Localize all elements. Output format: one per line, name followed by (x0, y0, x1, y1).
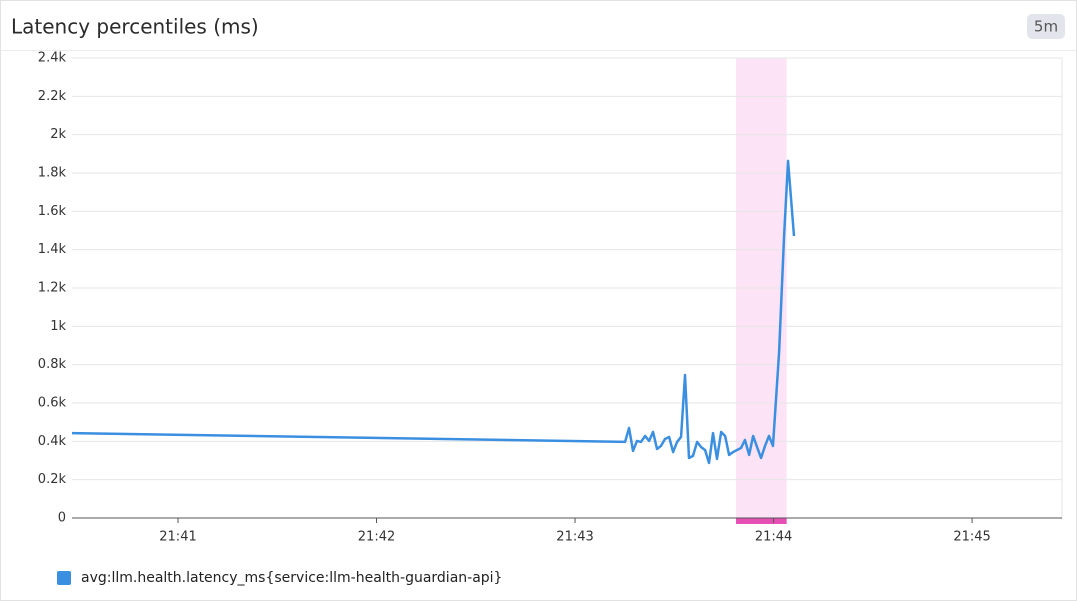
y-tick-label: 0.8k (38, 357, 67, 372)
chart-title: Latency percentiles (ms) (11, 15, 259, 39)
y-tick-label: 0 (58, 511, 66, 526)
y-tick-label: 2.2k (38, 89, 67, 104)
y-tick-label: 1k (50, 319, 66, 334)
y-tick-label: 2.4k (38, 51, 67, 66)
y-tick-label: 1.6k (38, 204, 67, 219)
x-tick-label: 21:42 (358, 530, 395, 545)
x-tick-label: 21:41 (159, 530, 196, 545)
y-tick-label: 1.2k (38, 281, 67, 296)
x-tick-label: 21:44 (755, 530, 792, 545)
y-tick-label: 1.4k (38, 242, 67, 257)
y-tick-label: 2k (50, 127, 66, 142)
time-range-badge[interactable] (1027, 14, 1065, 39)
highlight-marker (736, 518, 787, 524)
series-line (71, 159, 796, 465)
y-tick-label: 0.6k (38, 396, 67, 411)
time-range-label[interactable]: 5m (1034, 18, 1058, 36)
legend-swatch (57, 571, 71, 585)
y-tick-label: 0.4k (38, 434, 67, 449)
y-tick-label: 0.2k (38, 472, 67, 487)
x-tick-label: 21:43 (556, 530, 593, 545)
x-tick-label: 21:45 (953, 530, 990, 545)
legend-label[interactable]: avg:llm.health.latency_ms{service:llm-he… (81, 570, 502, 586)
y-tick-label: 1.8k (38, 166, 67, 181)
